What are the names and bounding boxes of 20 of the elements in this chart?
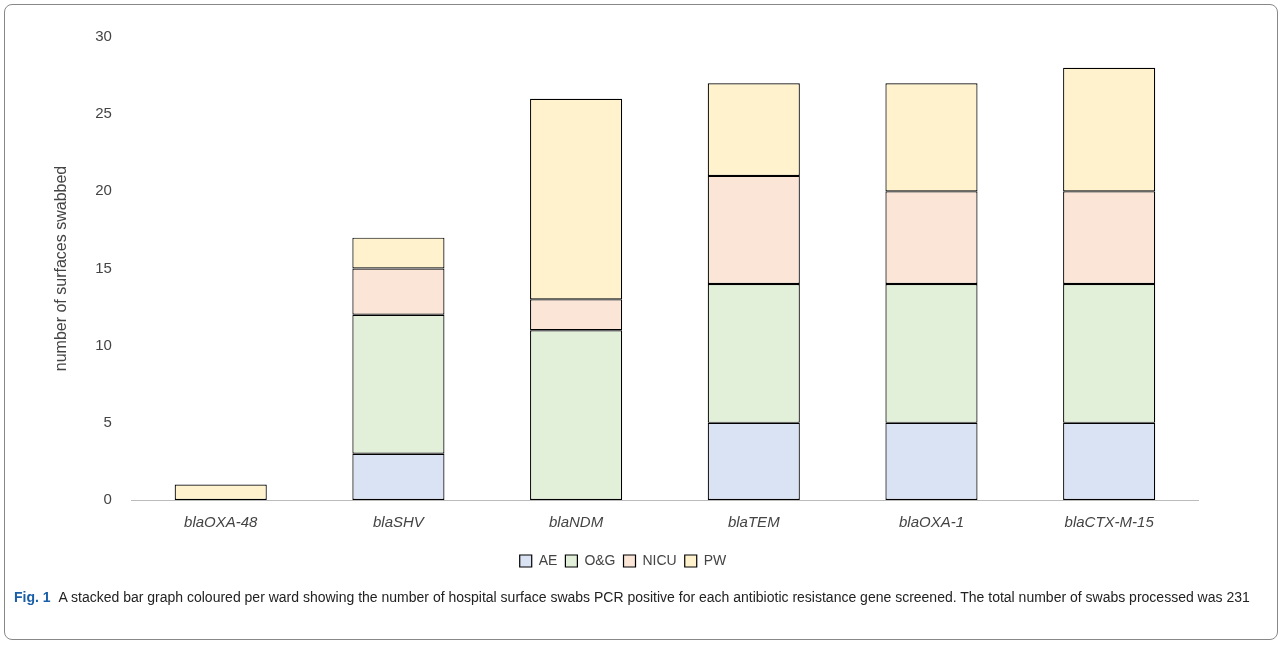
caption: Fig. 1 xyxy=(14,589,51,605)
x-tick-label: blaNDM xyxy=(549,513,604,531)
y-tick-label: 15 xyxy=(95,258,112,276)
legend-label: O&G xyxy=(584,551,616,568)
y-tick-label: 10 xyxy=(95,335,112,353)
y-tick-label: 5 xyxy=(103,412,112,430)
x-tick-label: blaTEM xyxy=(727,513,781,531)
x-tick-label: blaOXA-48 xyxy=(184,513,259,531)
y-tick-label: 30 xyxy=(95,27,112,45)
y-axis-title: number of surfaces swabbed xyxy=(52,165,70,372)
x-tick-label: blaCTX-M-15 xyxy=(1064,513,1155,531)
legend-label: NICU xyxy=(642,551,677,568)
y-tick-label: 20 xyxy=(95,181,112,199)
x-tick-label: blaOXA-1 xyxy=(898,513,964,531)
y-tick-label: 0 xyxy=(103,490,112,508)
legend-label: PW xyxy=(703,551,728,568)
legend-label: AE xyxy=(538,551,558,568)
y-tick-label: 25 xyxy=(95,104,112,122)
x-tick-label: blaSHV xyxy=(372,513,426,531)
text: A stacked bar graph coloured per ward showing the number of hospital surface swabs PCR positive for each antibiotic resistance gene screened. The total number of swabs processed was 231 xyxy=(58,589,1250,605)
